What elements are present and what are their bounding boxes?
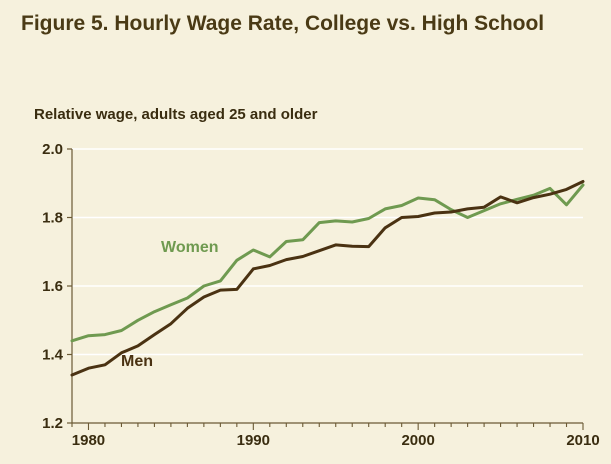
axes [67,148,584,430]
series-label-women: Women [161,239,218,256]
y-tick-label: 1.2 [42,415,63,432]
y-tick-label: 2.0 [42,141,63,158]
x-tick-label: 1990 [237,432,270,449]
tick-labels: 1.2 1.4 1.6 1.8 2.0 1980 1990 2000 2010 [42,141,600,449]
y-axis-label: Relative wage, adults aged 25 and older [34,106,318,123]
series-lines [70,180,585,377]
x-tick-label: 2010 [566,432,599,449]
figure-title: Figure 5. Hourly Wage Rate, College vs. … [21,12,545,35]
y-tick-label: 1.8 [42,210,63,227]
x-tick-label: 1980 [72,432,105,449]
y-tick-label: 1.6 [42,278,63,295]
y-tick-label: 1.4 [42,347,64,364]
x-tick-label: 2000 [401,432,434,449]
series-label-men: Men [121,353,153,370]
series-line-men [70,180,585,377]
series-line-women [70,183,585,343]
gridlines [72,148,583,356]
